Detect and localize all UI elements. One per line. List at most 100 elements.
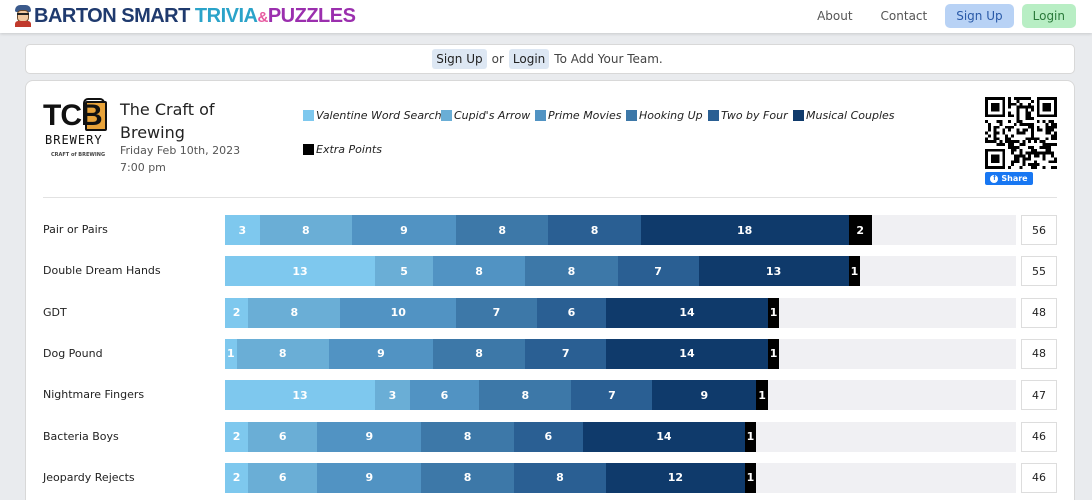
score-segment[interactable]: 8	[259, 215, 353, 245]
event-title: The Craft of Brewing	[120, 100, 215, 142]
venue-logo-tag: CRAFT of BREWING	[51, 152, 106, 158]
team-total: 46	[1021, 421, 1057, 452]
score-segment[interactable]: 9	[352, 215, 456, 245]
notice-signup-link[interactable]: Sign Up	[432, 49, 487, 69]
score-segment[interactable]: 8	[479, 380, 572, 411]
team-row: GDT 2 8 10 7 6 14 1 48	[26, 297, 1076, 328]
score-track: 13 5 8 8 7 13 1	[225, 256, 1016, 287]
team-total: 46	[1021, 462, 1057, 493]
score-segment[interactable]: 6	[409, 380, 480, 411]
team-row: Nightmare Fingers 13 3 6 8 7 9 1 47	[26, 380, 1076, 411]
score-track: 2 6 9 8 6 14 1	[225, 421, 1016, 452]
score-segment[interactable]: 1	[767, 297, 780, 328]
facebook-share-button[interactable]: f Share	[985, 172, 1033, 185]
mascot-icon	[14, 5, 32, 27]
legend-item: Extra Points	[303, 143, 382, 156]
score-segment[interactable]: 1	[848, 256, 861, 287]
score-segment[interactable]: 6	[536, 297, 607, 328]
score-segment[interactable]: 7	[617, 256, 699, 287]
event-date: Friday Feb 10th, 2023	[120, 144, 241, 157]
team-name: Nightmare Fingers	[43, 388, 145, 402]
notice-login-link[interactable]: Login	[508, 49, 550, 69]
score-segment[interactable]: 6	[248, 421, 318, 452]
score-segment[interactable]: 2	[225, 297, 249, 328]
score-segment[interactable]: 10	[340, 297, 456, 328]
legend-label: Musical Couples	[806, 109, 895, 122]
nav-signup-button[interactable]: Sign Up	[945, 4, 1014, 28]
score-segment[interactable]: 6	[513, 421, 584, 452]
score-segment[interactable]: 1	[756, 380, 768, 411]
score-segment[interactable]: 13	[225, 380, 376, 411]
qr-code-icon[interactable]	[985, 97, 1057, 169]
top-navbar: BARTON SMART TRIVIA&PUZZLES About Contac…	[0, 0, 1092, 33]
notice-text: To Add Your Team.	[554, 52, 663, 66]
legend-label: Hooking Up	[639, 109, 703, 122]
score-segment[interactable]: 1	[744, 462, 757, 493]
divider	[43, 197, 1057, 198]
team-total: 47	[1021, 380, 1057, 411]
score-segment[interactable]: 8	[421, 421, 514, 452]
score-segment[interactable]: 3	[375, 380, 410, 411]
team-row: Dog Pound 1 8 9 8 7 14 1 48	[26, 338, 1076, 369]
legend-item: Prime Movies	[535, 109, 621, 122]
team-row: Pair or Pairs 3 8 9 8 8 18 2 56	[26, 215, 1076, 245]
nav-about-link[interactable]: About	[817, 9, 853, 23]
legend-item: Musical Couples	[793, 109, 895, 122]
brand-amp: &	[257, 8, 268, 26]
score-segment[interactable]: 18	[640, 215, 849, 245]
score-segment[interactable]: 9	[652, 380, 757, 411]
score-segment[interactable]: 7	[525, 338, 607, 369]
score-segment[interactable]: 12	[606, 462, 745, 493]
score-segment[interactable]: 2	[848, 215, 872, 245]
team-name: Dog Pound	[43, 346, 103, 360]
score-segment[interactable]: 14	[606, 338, 768, 369]
score-track: 1 8 9 8 7 14 1	[225, 338, 1016, 369]
legend-item: Hooking Up	[626, 109, 703, 122]
score-segment[interactable]: 9	[317, 462, 422, 493]
score-track: 2 6 9 8 8 12 1	[225, 462, 1016, 493]
legend-label: Valentine Word Search	[316, 109, 442, 122]
score-segment[interactable]: 9	[317, 421, 422, 452]
score-segment[interactable]: 8	[525, 256, 618, 287]
nav-login-button[interactable]: Login	[1021, 4, 1076, 28]
nav-contact-link[interactable]: Contact	[880, 9, 928, 23]
venue-logo-text: TCB	[43, 99, 103, 132]
venue-logo: TCB BREWERY CRAFT of BREWING	[43, 98, 109, 167]
score-segment[interactable]: 7	[571, 380, 653, 411]
score-segment[interactable]: 14	[583, 421, 745, 452]
facebook-icon: f	[990, 174, 999, 183]
score-segment[interactable]: 5	[375, 256, 433, 287]
score-segment[interactable]: 3	[225, 215, 260, 245]
score-segment[interactable]: 8	[432, 256, 526, 287]
legend-item: Two by Four	[708, 109, 788, 122]
beer-mug-icon	[85, 101, 107, 131]
score-segment[interactable]: 8	[455, 215, 549, 245]
legend-swatch	[303, 110, 314, 121]
score-segment[interactable]: 1	[225, 338, 237, 369]
event-time: 7:00 pm	[120, 161, 166, 174]
score-segment[interactable]: 13	[698, 256, 849, 287]
score-segment[interactable]: 8	[236, 338, 329, 369]
score-segment[interactable]: 6	[248, 462, 318, 493]
score-segment[interactable]: 8	[248, 297, 341, 328]
nav-links: About Contact Sign Up Login	[789, 3, 1076, 29]
score-segment[interactable]: 14	[606, 297, 768, 328]
score-segment[interactable]: 1	[767, 338, 780, 369]
brand-wordmark: BARTON SMART TRIVIA&PUZZLES	[34, 4, 356, 28]
score-segment[interactable]: 8	[421, 462, 514, 493]
brand-logo[interactable]: BARTON SMART TRIVIA&PUZZLES	[14, 4, 356, 28]
score-segment[interactable]: 8	[432, 338, 526, 369]
score-segment[interactable]: 2	[225, 421, 249, 452]
brand-part-trivia: TRIVIA	[194, 4, 258, 27]
legend-swatch	[535, 110, 546, 121]
brand-part-puzzles: PUZZLES	[267, 4, 356, 27]
score-segment[interactable]: 7	[455, 297, 537, 328]
score-segment[interactable]: 9	[328, 338, 433, 369]
score-segment[interactable]: 1	[744, 421, 757, 452]
score-segment[interactable]: 8	[513, 462, 607, 493]
score-segment[interactable]: 13	[225, 256, 376, 287]
score-segment[interactable]: 2	[225, 462, 249, 493]
venue-logo-sub: BREWERY	[45, 133, 103, 147]
score-segment[interactable]: 8	[548, 215, 641, 245]
team-row: Double Dream Hands 13 5 8 8 7 13 1 55	[26, 256, 1076, 287]
